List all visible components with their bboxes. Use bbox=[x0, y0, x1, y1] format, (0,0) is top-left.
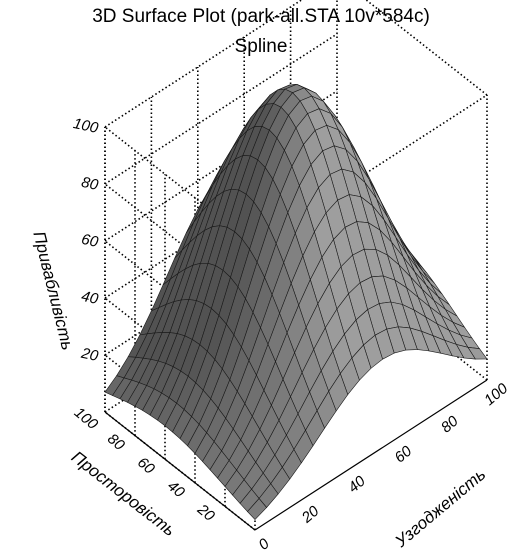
chart-subtitle: Spline bbox=[234, 36, 288, 57]
z-axis-label: Привабливість bbox=[29, 229, 77, 352]
y-tick-label: 80 bbox=[104, 430, 128, 454]
surface bbox=[104, 83, 488, 521]
y-tick-label: 60 bbox=[134, 454, 158, 478]
floor-edge bbox=[254, 379, 488, 531]
z-tick-label: 20 bbox=[79, 345, 100, 365]
box-edge bbox=[364, 0, 488, 96]
z-tick-label: 80 bbox=[80, 174, 100, 194]
y-tick-label: 100 bbox=[71, 404, 102, 434]
surface-patch bbox=[247, 498, 268, 521]
y-axis-label: Просторовість bbox=[68, 447, 179, 540]
x-tick-label: 20 bbox=[298, 502, 323, 527]
z-tick-label: 40 bbox=[80, 288, 100, 308]
y-tick-label: 40 bbox=[164, 477, 188, 501]
x-axis-label: Узгодженість bbox=[391, 465, 489, 552]
x-tick-label: 80 bbox=[438, 412, 462, 436]
z-tick-label: 100 bbox=[72, 115, 101, 137]
floor-edge bbox=[104, 411, 256, 531]
chart-title: 3D Surface Plot (park-all.STA 10v*584c) bbox=[92, 6, 430, 27]
x-tick-label: 60 bbox=[391, 442, 415, 466]
y-tick-label: 20 bbox=[193, 500, 218, 525]
z-tick-label: 60 bbox=[80, 231, 100, 251]
x-tick-label: 0 bbox=[255, 535, 273, 553]
x-tick-label: 40 bbox=[345, 472, 369, 496]
x-tick-label: 100 bbox=[481, 380, 512, 410]
